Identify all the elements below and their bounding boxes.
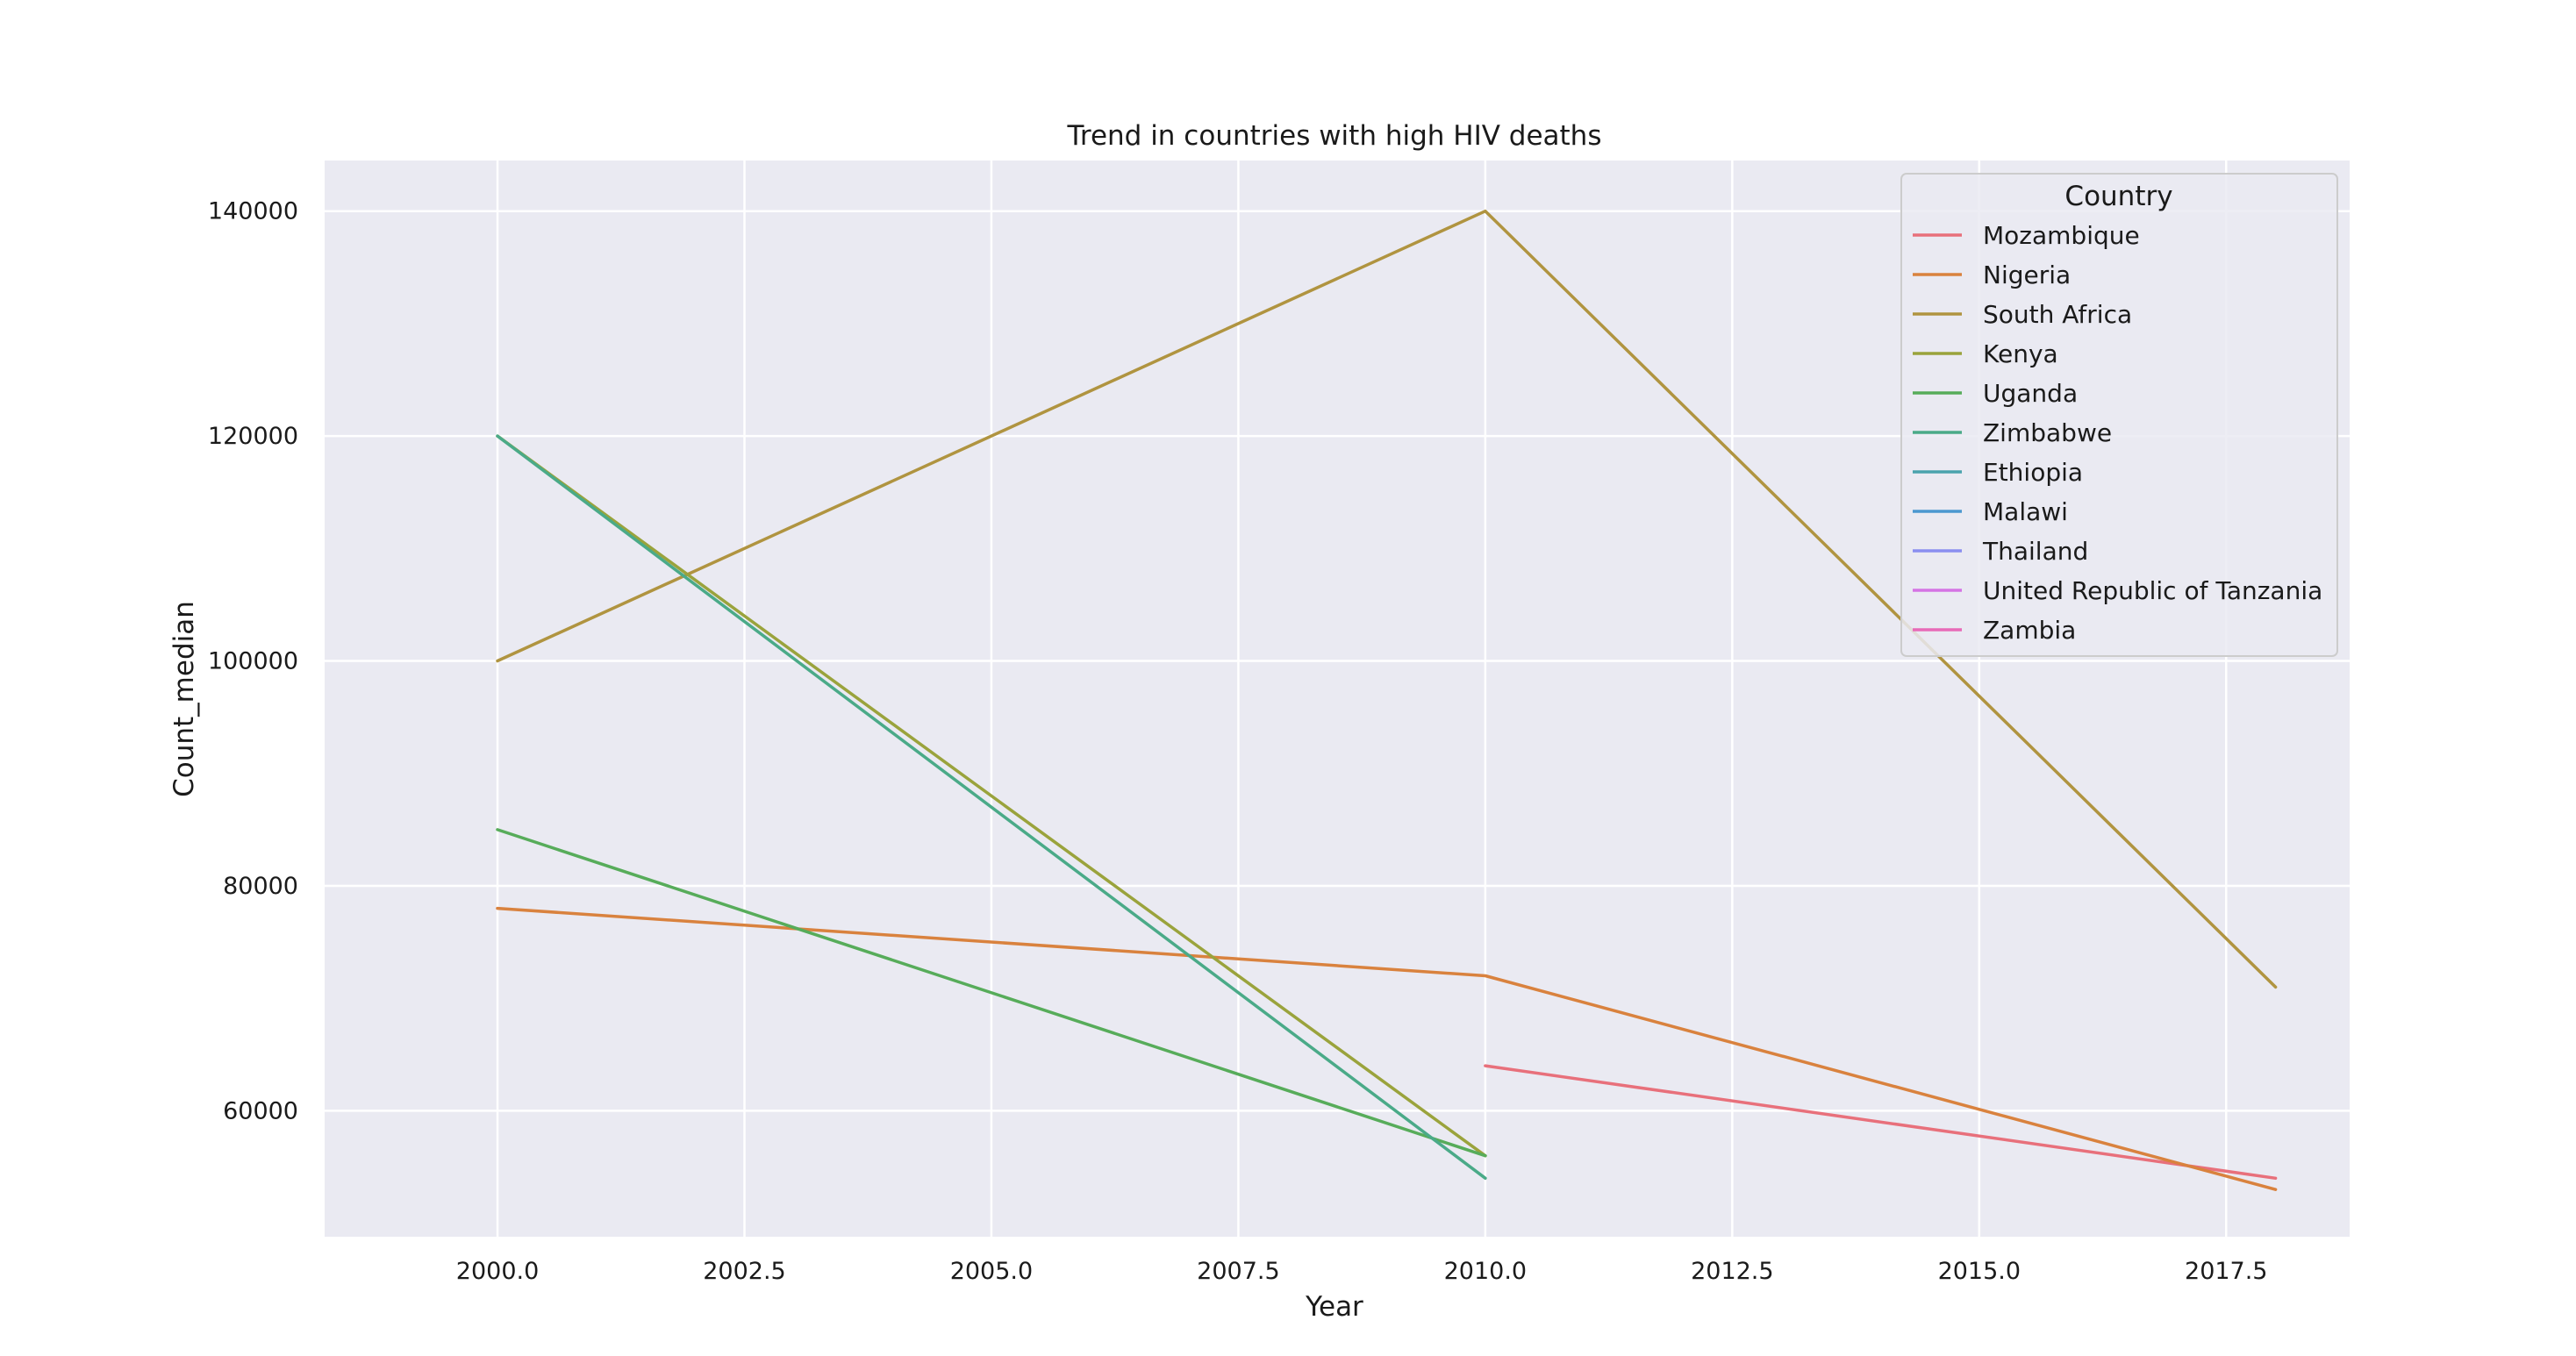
series-line-nigeria [496, 906, 2278, 1191]
series-line-zimbabwe [496, 434, 1487, 1181]
y-tick-label: 80000 [223, 873, 298, 900]
legend-label-uganda: Uganda [1983, 379, 2078, 408]
legend: Country Mozambique Nigeria South Africa Ken… [1900, 173, 2338, 657]
legend-label-mozambique: Mozambique [1983, 221, 2140, 250]
y-tick-label: 140000 [208, 198, 298, 225]
x-tick-label: 2017.5 [2185, 1258, 2267, 1285]
legend-title: Country [2064, 181, 2172, 212]
legend-label-malawi: Malawi [1983, 497, 2068, 526]
legend-label-south-africa: South Africa [1983, 300, 2132, 329]
y-tick-label: 100000 [208, 648, 298, 675]
x-tick-label: 2015.0 [1938, 1258, 2021, 1285]
x-tick-label: 2005.0 [950, 1258, 1033, 1285]
legend-label-zambia: Zambia [1983, 616, 2076, 645]
x-tick-label: 2012.5 [1691, 1258, 1773, 1285]
x-axis-ticks: 2000.0 2002.5 2005.0 2007.5 2010.0 2012.5 2015… [456, 1258, 2268, 1285]
y-axis-label: Count_median [168, 601, 200, 797]
legend-label-united-republic-of-tanzania: United Republic of Tanzania [1983, 576, 2322, 605]
y-tick-label: 60000 [223, 1097, 298, 1124]
x-tick-label: 2010.0 [1444, 1258, 1527, 1285]
series-line-kenya [496, 434, 1487, 1158]
legend-label-nigeria: Nigeria [1983, 260, 2071, 289]
legend-label-kenya: Kenya [1983, 339, 2058, 368]
series-lines [496, 209, 2278, 1191]
x-tick-label: 2000.0 [456, 1258, 539, 1285]
series-line-south-africa [496, 209, 2278, 989]
x-tick-label: 2002.5 [703, 1258, 785, 1285]
y-axis-ticks: 60000 80000 100000 120000 140000 [208, 198, 298, 1125]
legend-label-ethiopia: Ethiopia [1983, 458, 2083, 487]
legend-box [1900, 173, 2338, 657]
x-tick-label: 2007.5 [1197, 1258, 1279, 1285]
legend-label-thailand: Thailand [1982, 537, 2088, 566]
legend-label-zimbabwe: Zimbabwe [1983, 418, 2112, 447]
chart-title: Trend in countries with high HIV deaths [1067, 120, 1602, 152]
x-axis-label: Year [1305, 1291, 1363, 1323]
y-tick-label: 120000 [208, 423, 298, 450]
series-line-uganda [496, 828, 1487, 1158]
series-line-mozambique [1484, 1064, 2278, 1181]
